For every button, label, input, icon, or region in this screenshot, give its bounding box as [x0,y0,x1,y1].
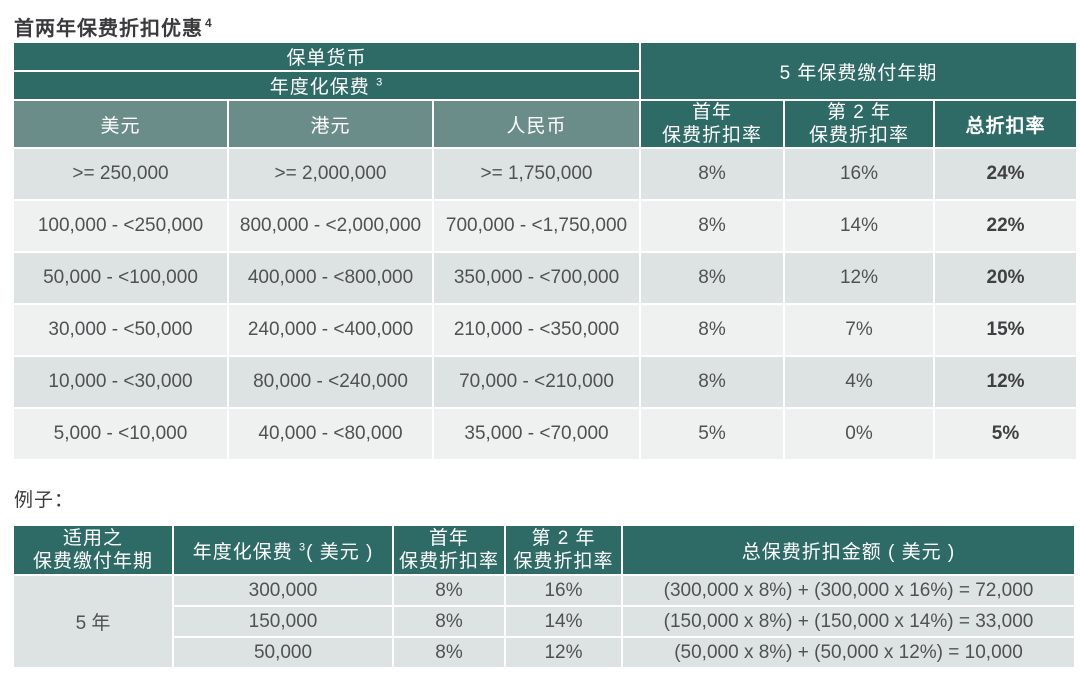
table-row: 5,000 - <10,000 40,000 - <80,000 35,000 … [14,409,1077,459]
first-year-rate-cell: 8% [394,576,504,605]
annualized-premium-usd-header: 年度化保费 3( 美元 ) [174,526,392,574]
hkd-range-cell: 40,000 - <80,000 [229,409,432,459]
footnote-superscript: 3 [298,541,307,554]
annualized-premium-label: 年度化保费 [269,77,377,98]
table-row: 5 年 300,000 8% 16% (300,000 x 8%) + (300… [14,576,1074,667]
currency-suffix: ( 美元 ) [306,541,374,563]
rmb-range-cell: 350,000 - <700,000 [434,253,639,303]
hkd-range-cell: 80,000 - <240,000 [229,357,432,407]
table-row: 10,000 - <30,000 80,000 - <240,000 70,00… [14,357,1077,407]
first-year-rate-cell: 8% [641,305,783,355]
first-year-rate-cell: 8% [641,149,783,199]
usd-range-cell: 10,000 - <30,000 [14,357,227,407]
applicable-term-header: 适用之 保费缴付年期 [14,526,172,574]
currency-usd-header: 美元 [14,101,227,147]
first-year-rate-cell: 8% [641,253,783,303]
currency-hkd-header: 港元 [229,101,432,147]
total-rate-header: 总折扣率 [935,101,1077,147]
table-row: 年度化保费 3 [14,72,1076,99]
first-year-rate-header: 首年 保费折扣率 [641,101,783,147]
table-row: 100,000 - <250,000 800,000 - <2,000,000 … [14,201,1077,251]
policy-currency-header: 保单货币 [14,43,639,70]
table-row: 50,000 - <100,000 400,000 - <800,000 350… [14,253,1077,303]
table-row: 适用之 保费缴付年期 年度化保费 3( 美元 ) 首年 保费折扣率 第 2 年 … [14,526,1074,574]
rmb-range-cell: 70,000 - <210,000 [434,357,639,407]
second-year-rate-cell: 14% [506,607,621,636]
total-rate-cell: 20% [935,253,1077,303]
second-year-rate-cell: 4% [785,357,933,407]
example-table: 适用之 保费缴付年期 年度化保费 3( 美元 ) 首年 保费折扣率 第 2 年 … [12,524,1076,669]
first-year-rate-cell: 8% [394,607,504,636]
payment-term-header: 5 年保费缴付年期 [641,43,1077,99]
usd-range-cell: 30,000 - <50,000 [14,305,227,355]
second-year-rate-header: 第 2 年 保费折扣率 [506,526,621,574]
first-year-rate-cell: 8% [641,357,783,407]
rmb-range-cell: 35,000 - <70,000 [434,409,639,459]
annualized-premium-label: 年度化保费 [192,541,299,563]
hkd-range-cell: 240,000 - <400,000 [229,305,432,355]
total-rate-cell: 5% [935,409,1077,459]
rmb-range-cell: 700,000 - <1,750,000 [434,201,639,251]
term-value-cell: 5 年 [14,576,172,667]
second-year-rate-cell: 14% [785,201,933,251]
usd-range-cell: 5,000 - <10,000 [14,409,227,459]
hkd-range-cell: 400,000 - <800,000 [229,253,432,303]
footnote-superscript: 3 [376,76,384,89]
title-footnote-superscript: 4 [205,16,213,31]
currency-rmb-header: 人民币 [434,101,639,147]
second-year-rate-cell: 16% [785,149,933,199]
total-rate-cell: 15% [935,305,1077,355]
first-year-rate-cell: 5% [641,409,783,459]
table-row: >= 250,000 >= 2,000,000 >= 1,750,000 8% … [14,149,1077,199]
page-title: 首两年保费折扣优惠 4 [0,0,1080,41]
total-rate-cell: 24% [935,149,1077,199]
table-row: 30,000 - <50,000 240,000 - <400,000 210,… [14,305,1077,355]
premium-discount-table: 保单货币 5 年保费缴付年期 年度化保费 3 美元 港元 人民币 首年 保费折扣… [12,41,1078,461]
table-row: 150,000 8% 14% (150,000 x 8%) + (150,000… [14,607,1074,636]
page-title-text: 首两年保费折扣优惠 [14,18,203,40]
first-year-rate-cell: 8% [641,201,783,251]
table-row: 50,000 8% 12% (50,000 x 8%) + (50,000 x … [14,638,1074,667]
first-year-rate-cell: 8% [394,638,504,667]
usd-range-cell: >= 250,000 [14,149,227,199]
formula-cell: (300,000 x 8%) + (300,000 x 16%) = 72,00… [623,576,1074,605]
example-label: 例子： [14,490,75,511]
usd-range-cell: 50,000 - <100,000 [14,253,227,303]
second-year-rate-cell: 16% [506,576,621,605]
premium-cell: 150,000 [174,607,392,636]
table-row: 美元 港元 人民币 首年 保费折扣率 第 2 年 保费折扣率 总折扣率 [14,101,1077,147]
premium-cell: 50,000 [174,638,392,667]
usd-range-cell: 100,000 - <250,000 [14,201,227,251]
rmb-range-cell: >= 1,750,000 [434,149,639,199]
first-year-rate-header: 首年 保费折扣率 [394,526,504,574]
formula-cell: (50,000 x 8%) + (50,000 x 12%) = 10,000 [623,638,1074,667]
second-year-rate-cell: 0% [785,409,933,459]
premium-cell: 300,000 [174,576,392,605]
formula-cell: (150,000 x 8%) + (150,000 x 14%) = 33,00… [623,607,1074,636]
rmb-range-cell: 210,000 - <350,000 [434,305,639,355]
total-discount-amount-header: 总保费折扣金额 ( 美元 ) [623,526,1074,574]
hkd-range-cell: 800,000 - <2,000,000 [229,201,432,251]
total-rate-cell: 12% [935,357,1077,407]
second-year-rate-header: 第 2 年 保费折扣率 [785,101,933,147]
second-year-rate-cell: 7% [785,305,933,355]
table-row: 保单货币 5 年保费缴付年期 [14,43,1077,99]
hkd-range-cell: >= 2,000,000 [229,149,432,199]
annualized-premium-header: 年度化保费 3 [14,72,639,99]
second-year-rate-cell: 12% [785,253,933,303]
second-year-rate-cell: 12% [506,638,621,667]
total-rate-cell: 22% [935,201,1077,251]
